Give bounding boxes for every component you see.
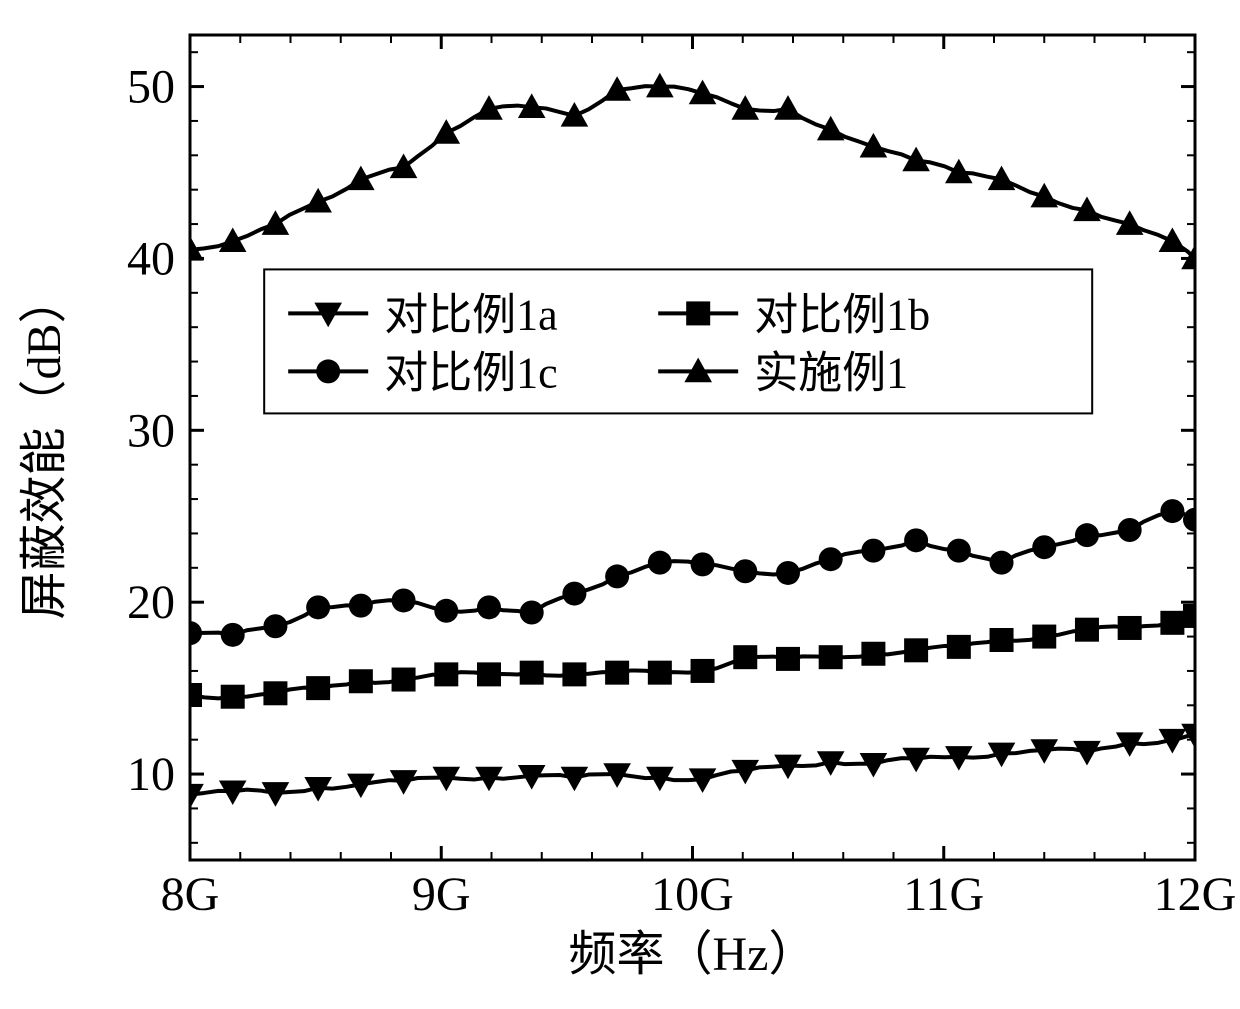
x-axis-label: 频率（Hz） xyxy=(569,928,817,981)
chart-svg: 8G 9G 10G 11G 12G 10 20 30 40 50 频率（Hz） 屏蔽效能（dB） 对比例… xyxy=(0,0,1240,1009)
y-tick-label: 40 xyxy=(127,232,175,285)
legend-label: 对比例1c xyxy=(384,348,558,397)
y-tick-label: 30 xyxy=(127,404,175,457)
legend-label: 实施例1 xyxy=(754,348,908,397)
x-tick-label: 9G xyxy=(412,868,471,921)
legend-label: 对比例1a xyxy=(384,290,558,339)
legend: 对比例1a 对比例1b 对比例1c 实施例1 xyxy=(264,269,1092,413)
x-tick-label: 12G xyxy=(1154,868,1237,921)
y-tick-label: 50 xyxy=(127,61,175,114)
y-axis-label: 屏蔽效能（dB） xyxy=(18,275,71,619)
x-tick-label: 10G xyxy=(651,868,734,921)
legend-label: 对比例1b xyxy=(754,290,930,339)
x-tick-label: 11G xyxy=(903,868,984,921)
y-tick-label: 10 xyxy=(127,748,175,801)
x-tick-label: 8G xyxy=(161,868,220,921)
chart-container: 8G 9G 10G 11G 12G 10 20 30 40 50 频率（Hz） 屏蔽效能（dB） 对比例… xyxy=(0,0,1240,1009)
y-tick-label: 20 xyxy=(127,576,175,629)
